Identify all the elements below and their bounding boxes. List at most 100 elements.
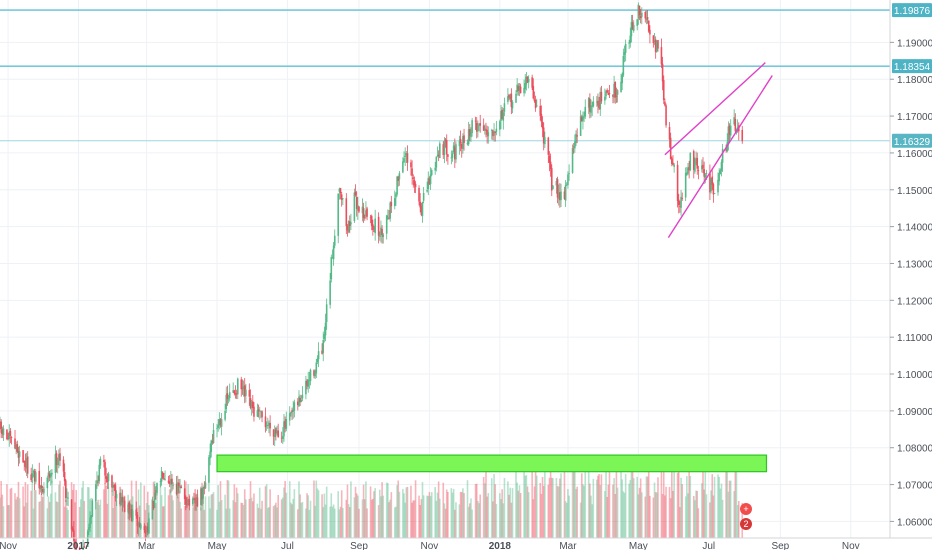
candle-body	[398, 173, 401, 180]
candle-body	[587, 98, 590, 108]
price-level-tag	[892, 133, 932, 148]
candle-body	[539, 105, 542, 116]
volume-bar	[524, 475, 527, 538]
volume-bar	[687, 493, 689, 538]
candle-body	[122, 500, 125, 502]
volume-bar	[225, 508, 228, 538]
candle-body	[523, 87, 525, 94]
candle-body	[306, 380, 308, 386]
candle-body	[175, 483, 178, 494]
volume-bar	[342, 508, 344, 538]
volume-bar	[366, 508, 368, 538]
volume-bar	[129, 499, 132, 538]
candle-body	[120, 496, 123, 505]
volume-bar	[325, 486, 328, 538]
price-level-tag	[892, 59, 932, 74]
volume-layer	[0, 460, 744, 538]
volume-bar	[137, 489, 140, 538]
volume-bar	[193, 499, 195, 538]
candle-body	[171, 478, 173, 484]
volume-bar	[688, 464, 690, 538]
candle-body	[533, 99, 536, 102]
candle-body	[485, 129, 487, 131]
trendline	[664, 62, 766, 156]
volume-bar	[540, 493, 543, 538]
volume-bar	[703, 489, 705, 538]
volume-bar	[292, 498, 295, 538]
candle-body	[308, 380, 311, 381]
volume-bar	[418, 495, 420, 538]
candle-body	[469, 129, 471, 136]
candle-body	[632, 24, 635, 31]
candle-body	[599, 91, 602, 110]
volume-bar	[80, 499, 82, 538]
candle-body	[354, 192, 357, 196]
volume-bar	[210, 494, 213, 538]
candle-body	[647, 20, 650, 32]
candle-body	[159, 481, 162, 483]
candle-body	[212, 430, 215, 443]
candle-body	[705, 173, 708, 174]
volume-bar	[298, 481, 300, 538]
volume-bar	[622, 491, 625, 538]
volume-bar	[442, 482, 445, 538]
candle-body	[210, 440, 213, 453]
volume-bar	[374, 488, 376, 538]
volume-bar	[145, 503, 148, 538]
candle-body	[621, 74, 623, 84]
candle-body	[114, 485, 117, 498]
volume-bar	[186, 496, 188, 538]
volume-bar	[624, 474, 627, 538]
candle-body	[548, 155, 551, 163]
y-tick-label: 1.09000	[897, 407, 932, 418]
candle-body	[233, 390, 236, 394]
volume-bar	[78, 506, 81, 538]
volume-bar	[106, 503, 109, 538]
volume-bar	[264, 486, 267, 538]
alert-badge[interactable]	[740, 503, 752, 515]
candle-body	[329, 280, 331, 305]
volume-bar	[31, 480, 34, 538]
candle-body	[227, 398, 230, 400]
volume-bar	[556, 486, 559, 538]
candle-body	[366, 208, 368, 217]
volume-bar	[597, 475, 599, 538]
event-count-badge[interactable]	[740, 518, 752, 530]
x-tick-label: Nov	[421, 541, 439, 550]
volume-bar	[283, 487, 285, 538]
candle-body	[378, 235, 381, 237]
candle-body	[517, 86, 520, 91]
volume-bar	[385, 482, 388, 538]
candle-body	[155, 490, 157, 492]
candle-body	[30, 474, 32, 481]
volume-bar	[552, 478, 554, 538]
volume-bar	[180, 508, 183, 538]
volume-bar	[348, 507, 351, 538]
candle-body	[641, 12, 643, 17]
candle-body	[638, 5, 641, 16]
volume-bar	[616, 487, 619, 538]
volume-bar	[549, 465, 552, 538]
candle-body	[275, 428, 277, 434]
candle-body	[435, 156, 438, 168]
volume-bar	[604, 490, 606, 538]
candle-body	[290, 412, 292, 414]
candle-body	[710, 178, 712, 192]
candle-body	[679, 206, 681, 207]
candle-body	[242, 386, 245, 390]
volume-bar	[261, 500, 263, 538]
volume-bar	[0, 497, 1, 538]
candle-body	[98, 464, 101, 482]
volume-bar	[435, 500, 438, 538]
candle-body	[729, 125, 732, 136]
volume-bar	[395, 506, 397, 538]
volume-bar	[580, 473, 583, 538]
volume-bar	[209, 508, 211, 538]
volume-bar	[486, 496, 488, 538]
candle-body	[478, 123, 480, 125]
volume-bar	[584, 472, 587, 538]
y-tick-label: 1.15000	[897, 186, 932, 197]
volume-bar	[673, 470, 675, 538]
